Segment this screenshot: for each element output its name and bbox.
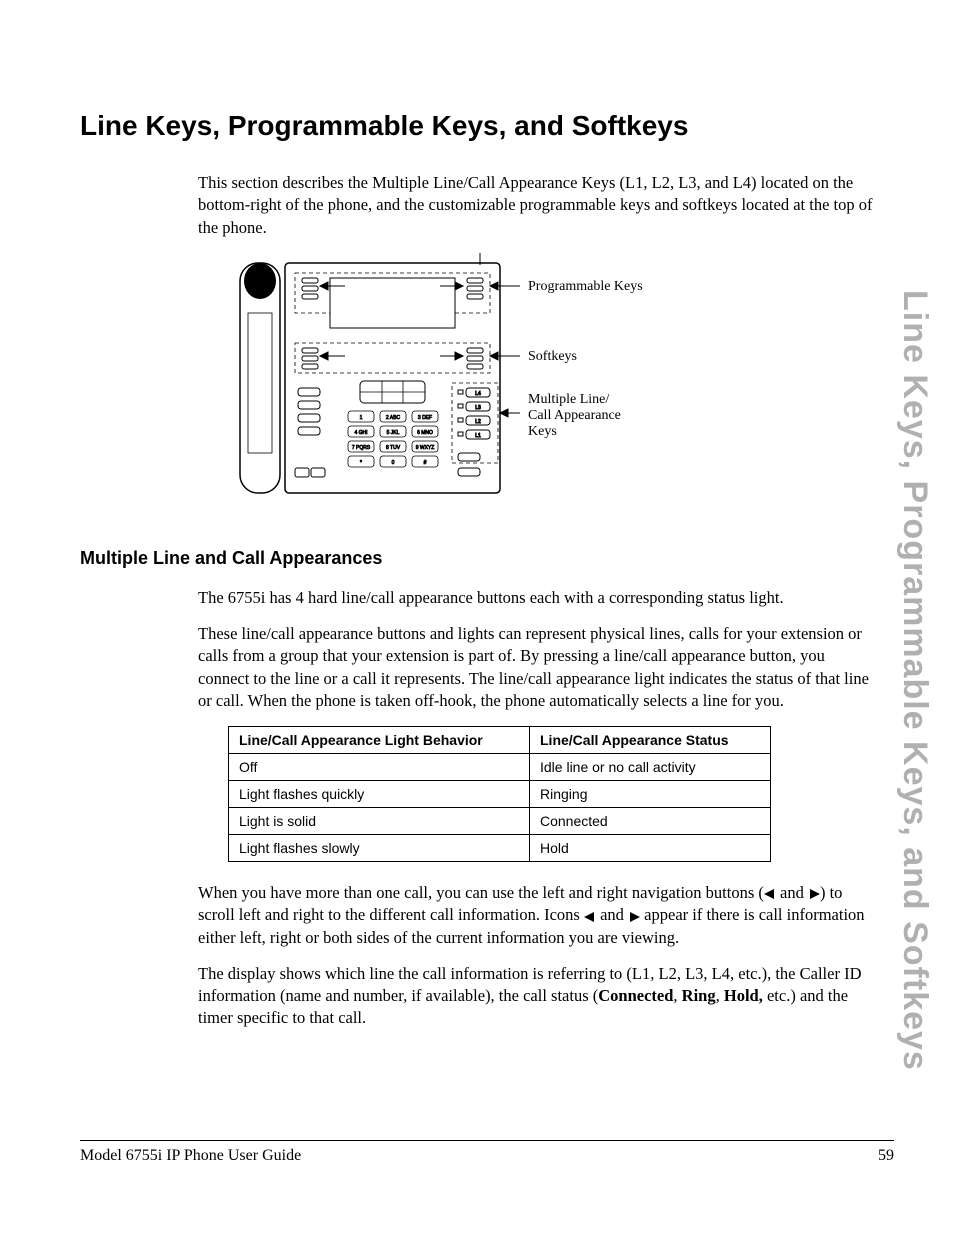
table-row: Light flashes quicklyRinging [229, 781, 771, 808]
svg-text:#: # [424, 460, 427, 466]
phone-diagram: L4 L3 L2 L1 1 2 ABC 3 DEF 4 GHI 5 JKL 6 MNO 7 PQR… [230, 253, 894, 518]
table-header: Line/Call Appearance Status [530, 727, 771, 754]
diagram-label-multi1: Multiple Line/ [528, 392, 609, 407]
paragraph-hardline: The 6755i has 4 hard line/call appearanc… [198, 587, 878, 609]
svg-text:L1: L1 [475, 433, 481, 439]
paragraph-display: The display shows which line the call in… [198, 963, 878, 1030]
svg-text:7 PQRS: 7 PQRS [352, 445, 371, 451]
page-footer: Model 6755i IP Phone User Guide 59 [80, 1140, 894, 1165]
svg-text:L3: L3 [475, 405, 481, 411]
paragraph-navigation: When you have more than one call, you ca… [198, 882, 878, 949]
paragraph-behavior: These line/call appearance buttons and l… [198, 623, 878, 712]
svg-text:L4: L4 [475, 391, 481, 397]
left-arrow-icon [584, 912, 596, 922]
intro-paragraph: This section describes the Multiple Line… [198, 172, 878, 239]
right-arrow-icon [628, 912, 640, 922]
svg-text:6 MNO: 6 MNO [417, 430, 433, 436]
svg-text:8 TUV: 8 TUV [386, 445, 401, 451]
svg-text:3 DEF: 3 DEF [418, 415, 432, 421]
svg-text:4 GHI: 4 GHI [354, 430, 367, 436]
vertical-section-title: Line Keys, Programmable Keys, and Softke… [895, 290, 934, 1071]
table-header: Line/Call Appearance Light Behavior [229, 727, 530, 754]
left-arrow-icon [764, 889, 776, 899]
table-row: Light flashes slowlyHold [229, 835, 771, 862]
footer-left: Model 6755i IP Phone User Guide [80, 1147, 301, 1165]
main-heading: Line Keys, Programmable Keys, and Softke… [80, 110, 894, 142]
diagram-label-multi3: Keys [528, 424, 557, 439]
table-row: OffIdle line or no call activity [229, 754, 771, 781]
svg-text:L2: L2 [475, 419, 481, 425]
svg-text:*: * [360, 460, 362, 466]
right-arrow-icon [808, 889, 820, 899]
table-row: Light is solidConnected [229, 808, 771, 835]
diagram-label-multi2: Call Appearance [528, 408, 621, 423]
diagram-label-softkeys: Softkeys [528, 349, 577, 364]
svg-text:5 JKL: 5 JKL [387, 430, 400, 436]
footer-page-number: 59 [878, 1147, 894, 1165]
svg-text:0: 0 [392, 460, 395, 466]
status-table: Line/Call Appearance Light BehaviorLine/… [228, 726, 771, 862]
svg-text:1: 1 [360, 415, 363, 421]
svg-text:9 WXYZ: 9 WXYZ [416, 445, 435, 451]
diagram-label-programmable: Programmable Keys [528, 279, 643, 294]
subheading-multiple-line: Multiple Line and Call Appearances [80, 548, 894, 569]
svg-text:2 ABC: 2 ABC [386, 415, 401, 421]
